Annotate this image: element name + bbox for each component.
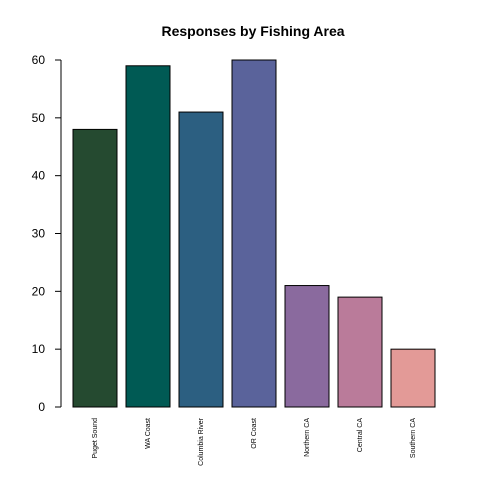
bar-central-ca xyxy=(337,296,383,408)
x-tick-label-puget-sound: Puget Sound xyxy=(92,418,99,459)
x-tick-label-central-ca: Central CA xyxy=(357,418,364,453)
y-tick-label-60: 60 xyxy=(32,53,46,67)
y-tick-label-40: 40 xyxy=(32,169,46,183)
y-axis-ticks: 0 10 20 30 40 50 60 xyxy=(32,53,61,414)
x-tick-label-northern-ca: Northern CA xyxy=(304,418,311,457)
bar-wa-coast xyxy=(125,65,171,408)
bar-northern-ca xyxy=(284,285,330,408)
bar-puget-sound xyxy=(72,128,118,408)
x-tick-label-wa-coast: WA Coast xyxy=(145,418,152,449)
chart-title: Responses by Fishing Area xyxy=(161,23,344,39)
y-tick-label-20: 20 xyxy=(32,284,46,298)
x-tick-label-southern-ca: Southern CA xyxy=(410,418,417,458)
x-tick-label-columbia-river: Columbia River xyxy=(198,417,205,466)
y-tick-label-50: 50 xyxy=(32,111,46,125)
y-tick-label-10: 10 xyxy=(32,342,46,356)
bars-group xyxy=(72,59,436,408)
x-tick-label-or-coast: OR Coast xyxy=(251,418,258,449)
bar-southern-ca xyxy=(390,348,436,408)
bar-columbia-river xyxy=(178,111,224,408)
bar-or-coast xyxy=(231,59,277,408)
y-tick-label-0: 0 xyxy=(38,400,45,414)
y-tick-label-30: 30 xyxy=(32,227,46,241)
x-axis-labels: Puget Sound WA Coast Columbia River OR Coas… xyxy=(92,417,417,466)
